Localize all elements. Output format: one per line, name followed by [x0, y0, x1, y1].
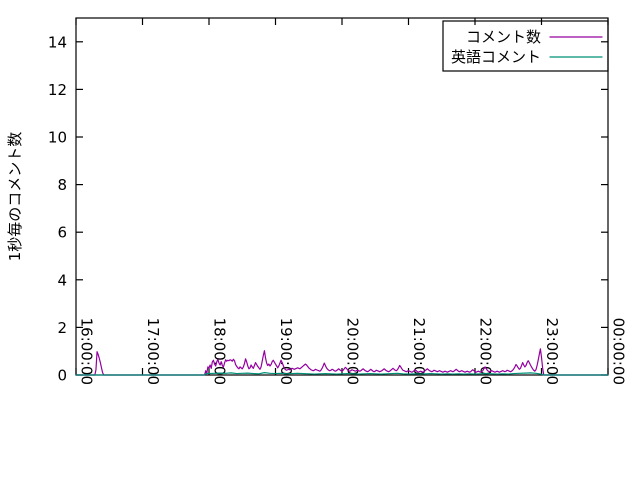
legend-label-2: 英語コメント [451, 48, 541, 66]
x-tick-label: 20:00:00 [344, 318, 362, 385]
x-tick-label: 19:00:00 [277, 318, 295, 385]
y-tick-label: 8 [57, 176, 67, 194]
legend-label-1: コメント数 [466, 28, 541, 46]
x-tick-label: 18:00:00 [211, 318, 229, 385]
x-tick-label: 23:00:00 [543, 318, 561, 385]
y-tick-label: 14 [48, 33, 67, 51]
x-tick-label: 00:00:00 [610, 318, 628, 385]
series-line-1 [75, 348, 609, 376]
x-tick-label: 21:00:00 [410, 318, 428, 385]
x-tick-label: 17:00:00 [144, 318, 162, 385]
y-tick-label: 10 [48, 129, 67, 147]
y-tick-label: 12 [48, 81, 67, 99]
y-tick-label: 6 [57, 224, 67, 242]
series-line-2 [75, 372, 609, 376]
y-tick-label: 0 [57, 367, 67, 385]
legend-box [442, 20, 609, 72]
y-axis-label: 1秒毎のコメント数 [6, 132, 24, 262]
x-tick-label: 22:00:00 [477, 318, 495, 385]
x-tick-label: 16:00:00 [78, 318, 96, 385]
y-tick-label: 4 [57, 271, 67, 289]
y-tick-label: 2 [57, 319, 67, 337]
